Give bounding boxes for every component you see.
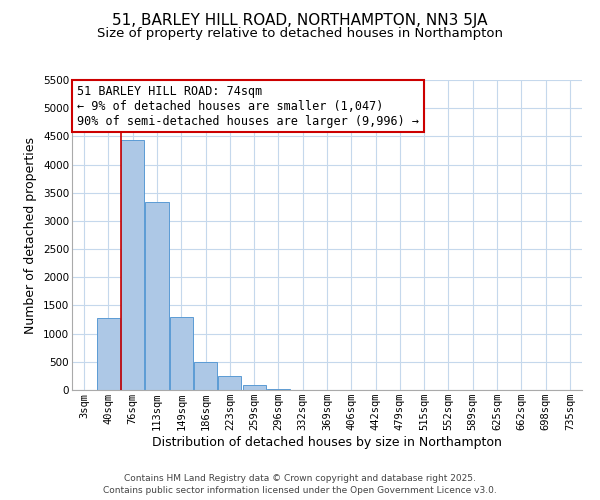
Bar (121, 140, 144, 390)
Text: Contains HM Land Registry data © Crown copyright and database right 2025.
Contai: Contains HM Land Registry data © Crown c… (103, 474, 497, 495)
Y-axis label: Number of detached properties: Number of detached properties (25, 136, 37, 334)
Bar (145, 202, 169, 390)
Bar (97, 318, 120, 390)
Text: Size of property relative to detached houses in Northampton: Size of property relative to detached ho… (97, 28, 503, 40)
Bar (170, 318, 193, 390)
Bar (194, 362, 217, 390)
Bar (218, 376, 241, 390)
Text: 51, BARLEY HILL ROAD, NORTHAMPTON, NN3 5JA: 51, BARLEY HILL ROAD, NORTHAMPTON, NN3 5… (112, 12, 488, 28)
Text: 51 BARLEY HILL ROAD: 74sqm
← 9% of detached houses are smaller (1,047)
90% of se: 51 BARLEY HILL ROAD: 74sqm ← 9% of detac… (77, 84, 419, 128)
Bar (267, 389, 290, 390)
Bar (242, 385, 266, 390)
X-axis label: Distribution of detached houses by size in Northampton: Distribution of detached houses by size … (152, 436, 502, 449)
